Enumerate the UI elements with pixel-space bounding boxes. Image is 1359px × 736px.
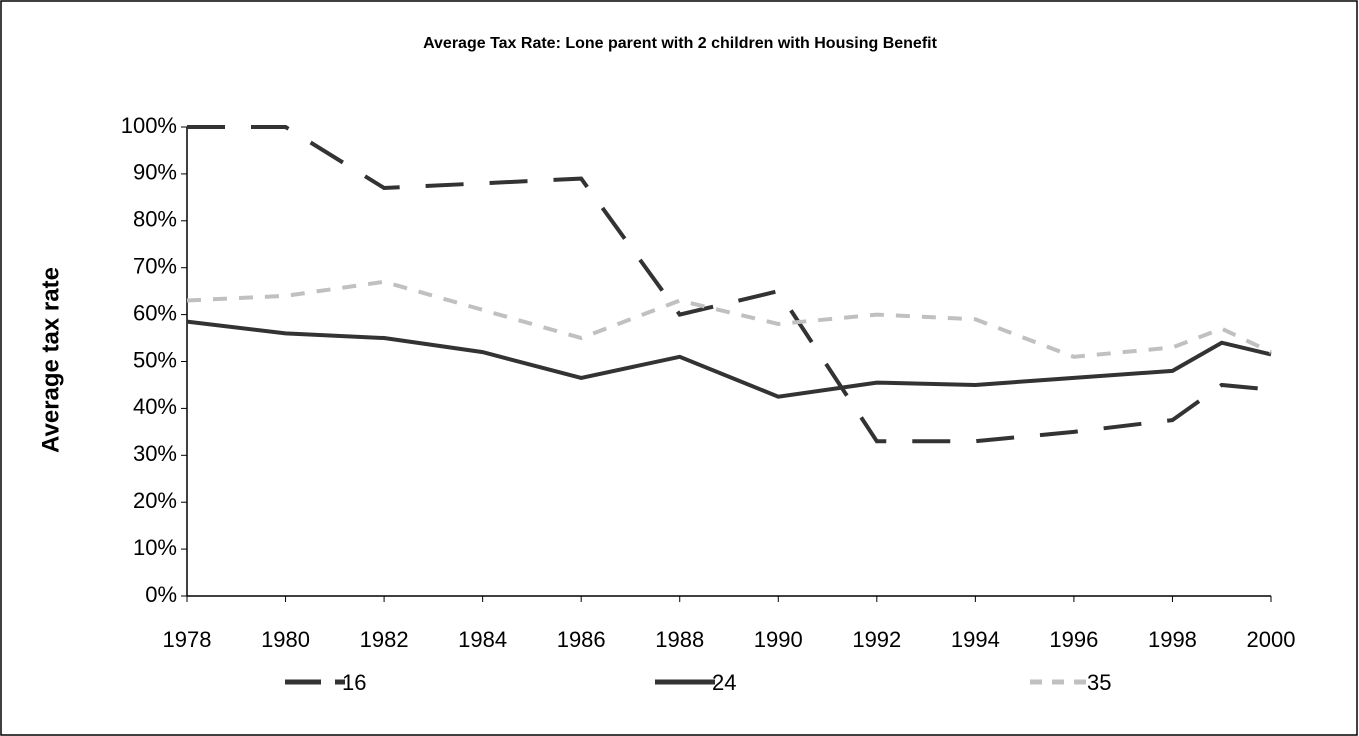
x-tick-label: 1998 <box>1148 627 1197 652</box>
x-tick-label: 1980 <box>261 627 310 652</box>
y-tick-label: 100% <box>121 113 177 138</box>
x-tick-label: 1988 <box>655 627 704 652</box>
x-tick-label: 1992 <box>852 627 901 652</box>
y-tick-label: 70% <box>133 254 177 279</box>
y-tick-label: 40% <box>133 394 177 419</box>
y-tick-label: 50% <box>133 347 177 372</box>
y-axis-label: Average tax rate <box>37 267 64 453</box>
y-tick-label: 30% <box>133 441 177 466</box>
y-tick-label: 80% <box>133 207 177 232</box>
y-tick-label: 20% <box>133 488 177 513</box>
y-tick-label: 0% <box>145 582 177 607</box>
legend-label: 35 <box>1087 670 1111 695</box>
x-tick-label: 1994 <box>951 627 1000 652</box>
legend-label: 24 <box>712 670 736 695</box>
x-tick-label: 1982 <box>360 627 409 652</box>
y-tick-label: 60% <box>133 300 177 325</box>
x-tick-label: 1984 <box>458 627 507 652</box>
x-tick-label: 1978 <box>163 627 212 652</box>
x-tick-label: 2000 <box>1247 627 1296 652</box>
chart-title: Average Tax Rate: Lone parent with 2 chi… <box>423 35 938 52</box>
x-tick-label: 1996 <box>1049 627 1098 652</box>
y-tick-label: 90% <box>133 160 177 185</box>
x-tick-label: 1986 <box>557 627 606 652</box>
series-line <box>187 125 1272 444</box>
series-line <box>186 319 1272 399</box>
series-line <box>186 279 1272 359</box>
y-tick-label: 10% <box>133 535 177 560</box>
legend-label: 16 <box>342 670 366 695</box>
x-tick-label: 1990 <box>754 627 803 652</box>
